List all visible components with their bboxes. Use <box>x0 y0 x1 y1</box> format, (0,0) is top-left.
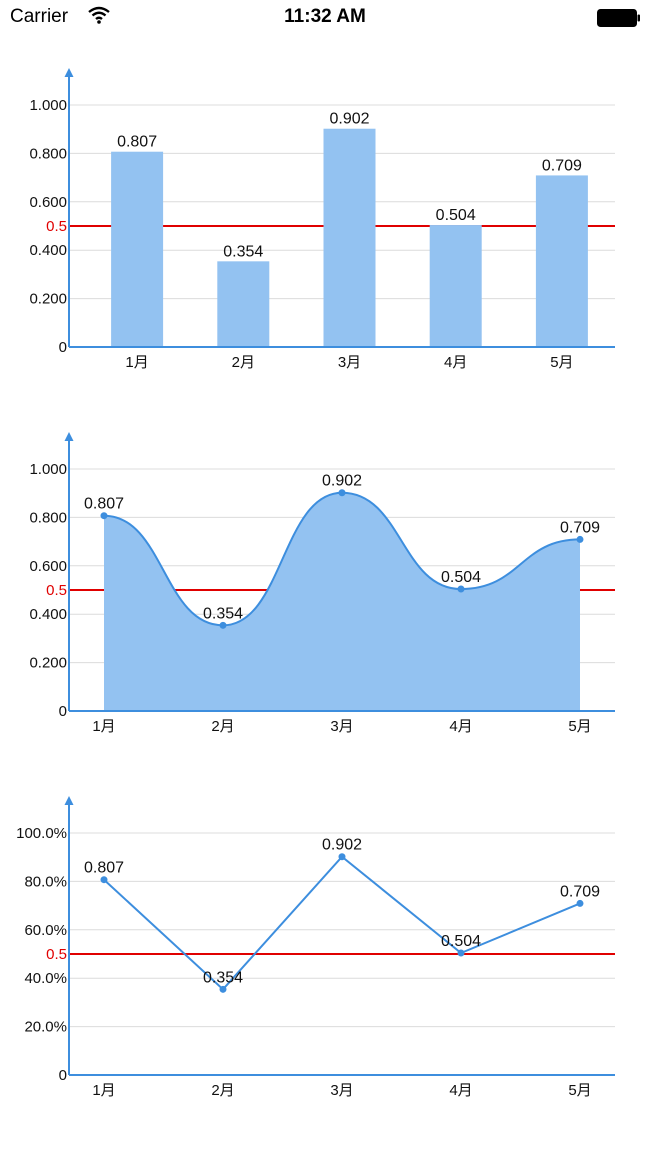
wifi-icon <box>88 6 110 29</box>
y-tick-label: 0.600 <box>29 194 67 211</box>
y-tick-label: 0.200 <box>29 655 67 672</box>
data-label: 0.807 <box>84 496 124 513</box>
bar <box>429 225 482 347</box>
bar <box>323 128 376 347</box>
area-chart: 0 0.200 0.400 0.600 0.800 1.000 0.5 0.807 0.354 0… <box>29 432 615 735</box>
data-point <box>219 621 227 629</box>
status-bar: Carrier 11:32 AM <box>0 0 650 36</box>
x-tick-label: 3月 <box>330 1082 353 1099</box>
reference-line-label: 0.5 <box>46 946 67 963</box>
carrier-label: Carrier <box>10 6 69 27</box>
data-label: 0.504 <box>441 569 481 586</box>
y-axis-arrow <box>64 68 74 77</box>
bar <box>535 175 588 347</box>
x-tick-label: 3月 <box>330 718 353 735</box>
bar <box>111 151 164 347</box>
series-line <box>103 855 581 991</box>
data-label: 0.807 <box>117 134 157 151</box>
battery-icon <box>597 9 641 32</box>
data-point <box>338 853 346 861</box>
data-label: 0.354 <box>203 969 243 986</box>
line-chart: 0 20.0% 40.0% 60.0% 80.0% 100.0% 0.5 0.807 0.354… <box>16 796 615 1099</box>
y-tick-label: 0 <box>59 1067 67 1084</box>
data-label: 0.902 <box>322 473 362 490</box>
y-tick-label: 0.200 <box>29 291 67 308</box>
y-tick-label: 0.400 <box>29 242 67 259</box>
series-line <box>103 491 581 627</box>
data-point <box>100 512 108 520</box>
data-label: 0.354 <box>223 243 263 260</box>
y-tick-label: 1.000 <box>29 97 67 114</box>
data-point <box>100 876 108 884</box>
y-tick-label: 1.000 <box>29 461 67 478</box>
y-tick-label: 0.400 <box>29 606 67 623</box>
x-tick-label: 4月 <box>449 1082 472 1099</box>
data-label: 0.902 <box>329 111 369 128</box>
x-tick-label: 4月 <box>444 354 467 371</box>
y-tick-label: 0.600 <box>29 558 67 575</box>
y-axis-arrow <box>64 796 74 805</box>
data-label: 0.504 <box>436 207 476 224</box>
y-tick-label: 100.0% <box>16 825 67 842</box>
y-axis-arrow <box>64 432 74 441</box>
x-tick-label: 5月 <box>568 718 591 735</box>
x-tick-label: 2月 <box>211 1082 234 1099</box>
data-point <box>457 949 465 957</box>
data-label: 0.902 <box>322 837 362 854</box>
bar <box>217 261 270 347</box>
area-fill <box>104 492 580 711</box>
y-tick-label: 0.800 <box>29 145 67 162</box>
data-point <box>457 585 465 593</box>
data-label: 0.354 <box>203 605 243 622</box>
data-label: 0.709 <box>560 883 600 900</box>
x-tick-label: 5月 <box>568 1082 591 1099</box>
y-tick-label: 40.0% <box>24 970 67 987</box>
y-tick-label: 20.0% <box>24 1019 67 1036</box>
status-time: 11:32 AM <box>284 6 366 27</box>
x-tick-label: 5月 <box>550 354 573 371</box>
x-tick-label: 1月 <box>92 718 115 735</box>
data-label: 0.504 <box>441 933 481 950</box>
x-tick-label: 3月 <box>338 354 361 371</box>
x-tick-label: 1月 <box>125 354 148 371</box>
x-tick-label: 2月 <box>211 718 234 735</box>
x-tick-label: 2月 <box>232 354 255 371</box>
x-tick-label: 1月 <box>92 1082 115 1099</box>
reference-line-label: 0.5 <box>46 582 67 599</box>
y-tick-label: 60.0% <box>24 922 67 939</box>
data-point <box>219 985 227 993</box>
y-tick-label: 80.0% <box>24 873 67 890</box>
data-label: 0.709 <box>542 157 582 174</box>
y-tick-label: 0.800 <box>29 509 67 526</box>
y-tick-label: 0 <box>59 339 67 356</box>
data-point <box>576 535 584 543</box>
data-label: 0.709 <box>560 519 600 536</box>
data-point <box>576 899 584 907</box>
data-label: 0.807 <box>84 860 124 877</box>
reference-line-label: 0.5 <box>46 218 67 235</box>
y-tick-label: 0 <box>59 703 67 720</box>
x-tick-label: 4月 <box>449 718 472 735</box>
bar-chart: 0 0.200 0.400 0.600 0.800 1.000 0.5 0.807 0.354 0… <box>29 68 615 371</box>
data-point <box>338 489 346 497</box>
